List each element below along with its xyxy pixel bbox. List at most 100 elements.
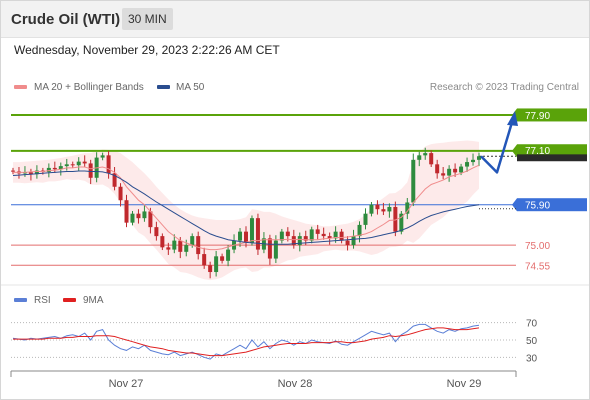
candle-body [106,155,111,174]
candle-body [363,213,368,225]
level-box-75-90 [517,198,587,212]
copyright-text: Research © 2023 Trading Central [429,82,579,93]
candle-body [303,236,308,241]
scenario-arrowhead [507,110,518,126]
rsi-tick-50: 50 [526,336,538,347]
candle-body [28,172,33,175]
candle-body [202,254,207,266]
candle-body [327,236,332,239]
ma50-line [12,170,480,245]
candle-body [178,240,183,252]
level-box-77-90 [517,108,587,122]
candle-body [399,213,404,232]
candle-body [58,166,63,170]
scenario-arrow [480,118,515,174]
rsi-legend-swatch [14,298,27,302]
level-label-75-90: 75.90 [525,201,550,212]
candle-body [249,218,254,243]
candle-body [441,173,446,176]
candle-body [220,256,225,261]
current-price-box [517,151,587,162]
candle-body [315,229,320,234]
candle-body [297,236,302,246]
x-tick-nov-28: Nov 28 [278,378,313,390]
candle-body [70,164,75,166]
candle-body [82,161,87,164]
candle-body [166,247,171,250]
candle-body [273,240,278,259]
rsi-tick-70: 70 [526,319,538,330]
candle-body [124,200,129,223]
candle-body [417,155,422,160]
candle-body [100,155,105,158]
candle-body [423,153,428,156]
rsi-ma-legend-label: 9MA [83,295,104,306]
candle-body [339,231,344,241]
rsi-ma-legend-swatch [63,298,76,302]
candle-body [52,167,57,170]
candle-body [112,173,117,187]
candle-body [88,163,93,178]
candle-body [208,265,213,273]
candle-body [447,168,452,176]
rsi-ma-line [13,327,480,357]
instrument-title: Crude Oil (WTI) [11,11,121,28]
header-bar: Crude Oil (WTI) 30 MIN [1,1,589,38]
ma50-legend-label: MA 50 [176,82,205,93]
candle-body [435,164,440,174]
candle-body [148,211,153,228]
level-box-notch [512,144,517,158]
candle-body [291,236,296,246]
candle-body [285,231,290,237]
candle-body [453,168,458,173]
candle-body [279,231,284,241]
ma20-legend-swatch [14,85,27,89]
level-label-74-55: 74.55 [525,261,550,272]
candle-body [369,204,374,214]
rsi-legend-label: RSI [34,295,51,306]
candle-body [184,245,189,252]
x-tick-nov-29: Nov 29 [447,378,482,390]
level-box-notch [512,198,517,212]
candle-body [375,204,380,210]
candle-body [267,238,272,259]
ma20-legend-label: MA 20 + Bollinger Bands [34,82,144,93]
candle-body [465,162,470,167]
candle-body [345,240,350,246]
candle-body [244,231,248,243]
rsi-tick-30: 30 [526,353,538,364]
candle-body [118,186,123,201]
candle-body [429,153,434,165]
candle-body [46,167,51,172]
candle-body [387,206,392,212]
candle-body [11,170,15,172]
candle-body [357,224,362,237]
candle-body [471,159,476,163]
candle-body [130,213,135,223]
level-box-77-10-top [517,144,587,155]
candle-body [477,156,481,160]
level-label-77-90: 77.90 [525,111,550,122]
candle-body [190,236,195,246]
level-label-75-00: 75.00 [525,241,550,252]
candle-body [255,218,260,250]
candle-body [405,202,410,214]
x-tick-nov-27: Nov 27 [109,378,144,390]
candle-body [309,229,314,241]
candle-body [238,231,243,241]
candle-body [34,170,39,175]
candle-body [214,256,219,273]
candle-body [381,209,386,212]
candle-body [321,233,326,237]
candle-body [76,161,81,166]
timeframe-badge[interactable]: 30 MIN [122,8,173,30]
ma50-legend-swatch [157,85,170,89]
timestamp: Wednesday, November 29, 2023 2:22:26 AM … [14,43,280,57]
candle-body [459,166,464,173]
candle-body [333,231,338,239]
candle-body [154,227,159,237]
candle-body [196,236,201,255]
candle-body [142,211,147,219]
candle-body [172,240,177,250]
